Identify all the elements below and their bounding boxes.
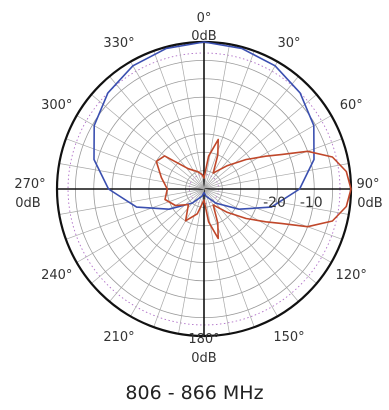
grid-spoke — [203, 188, 230, 334]
grid-spoke — [203, 44, 230, 190]
angle-label-30: 30° — [277, 36, 300, 51]
grid-spoke — [203, 188, 349, 215]
db-label-bottom: 0dB — [191, 351, 216, 366]
angle-label-150: 150° — [273, 330, 304, 345]
grid-spoke — [76, 188, 205, 263]
polar-series — [93, 41, 352, 240]
angle-label-120: 120° — [336, 268, 367, 283]
polar-labels: 0° 30° 60° 90° 120° 150° 180° 210° 240° 270° 300° 3… — [14, 11, 382, 366]
series-pattern-red — [155, 138, 352, 240]
angle-label-0: 0° — [197, 11, 212, 26]
grid-spoke — [203, 188, 278, 317]
series-pattern-blue — [93, 41, 315, 210]
grid-spoke — [203, 188, 332, 263]
angle-label-240: 240° — [41, 268, 72, 283]
grid-spoke — [76, 115, 205, 190]
angle-label-300: 300° — [41, 98, 72, 113]
frequency-caption: 806 - 866 MHz — [125, 382, 264, 404]
angle-label-60: 60° — [340, 98, 363, 113]
ring-label-minus20: -20 — [263, 195, 286, 211]
polar-chart: 0° 30° 60° 90° 120° 150° 180° 210° 240° 270° 300° 3… — [14, 11, 382, 366]
grid-spoke — [65, 188, 205, 240]
grid-spoke — [203, 188, 255, 328]
ring-label-minus10: -10 — [300, 195, 323, 211]
grid-spoke — [203, 115, 332, 190]
grid-spoke — [130, 188, 205, 317]
angle-label-270: 270° — [14, 177, 45, 192]
grid-spoke — [203, 94, 317, 190]
grid-spoke — [65, 138, 205, 190]
grid-spoke — [91, 94, 205, 190]
grid-spoke — [203, 138, 343, 190]
grid-spoke — [59, 163, 205, 190]
grid-spoke — [203, 163, 349, 190]
grid-spoke — [130, 61, 205, 190]
grid-spoke — [203, 188, 343, 240]
grid-spoke — [153, 50, 205, 190]
db-label-left: 0dB — [15, 196, 40, 211]
db-label-right: 0dB — [357, 196, 382, 211]
grid-spoke — [203, 61, 278, 190]
polar-grid — [55, 40, 353, 338]
grid-spoke — [109, 76, 205, 190]
angle-label-180: 180° — [188, 332, 219, 347]
grid-spoke — [153, 188, 205, 328]
angle-label-90: 90° — [356, 177, 379, 192]
grid-spoke — [203, 50, 255, 190]
angle-label-210: 210° — [103, 330, 134, 345]
angle-label-330: 330° — [103, 36, 134, 51]
grid-spoke — [178, 44, 205, 190]
db-label-top: 0dB — [191, 29, 216, 44]
grid-spoke — [59, 188, 205, 215]
grid-spoke — [178, 188, 205, 334]
